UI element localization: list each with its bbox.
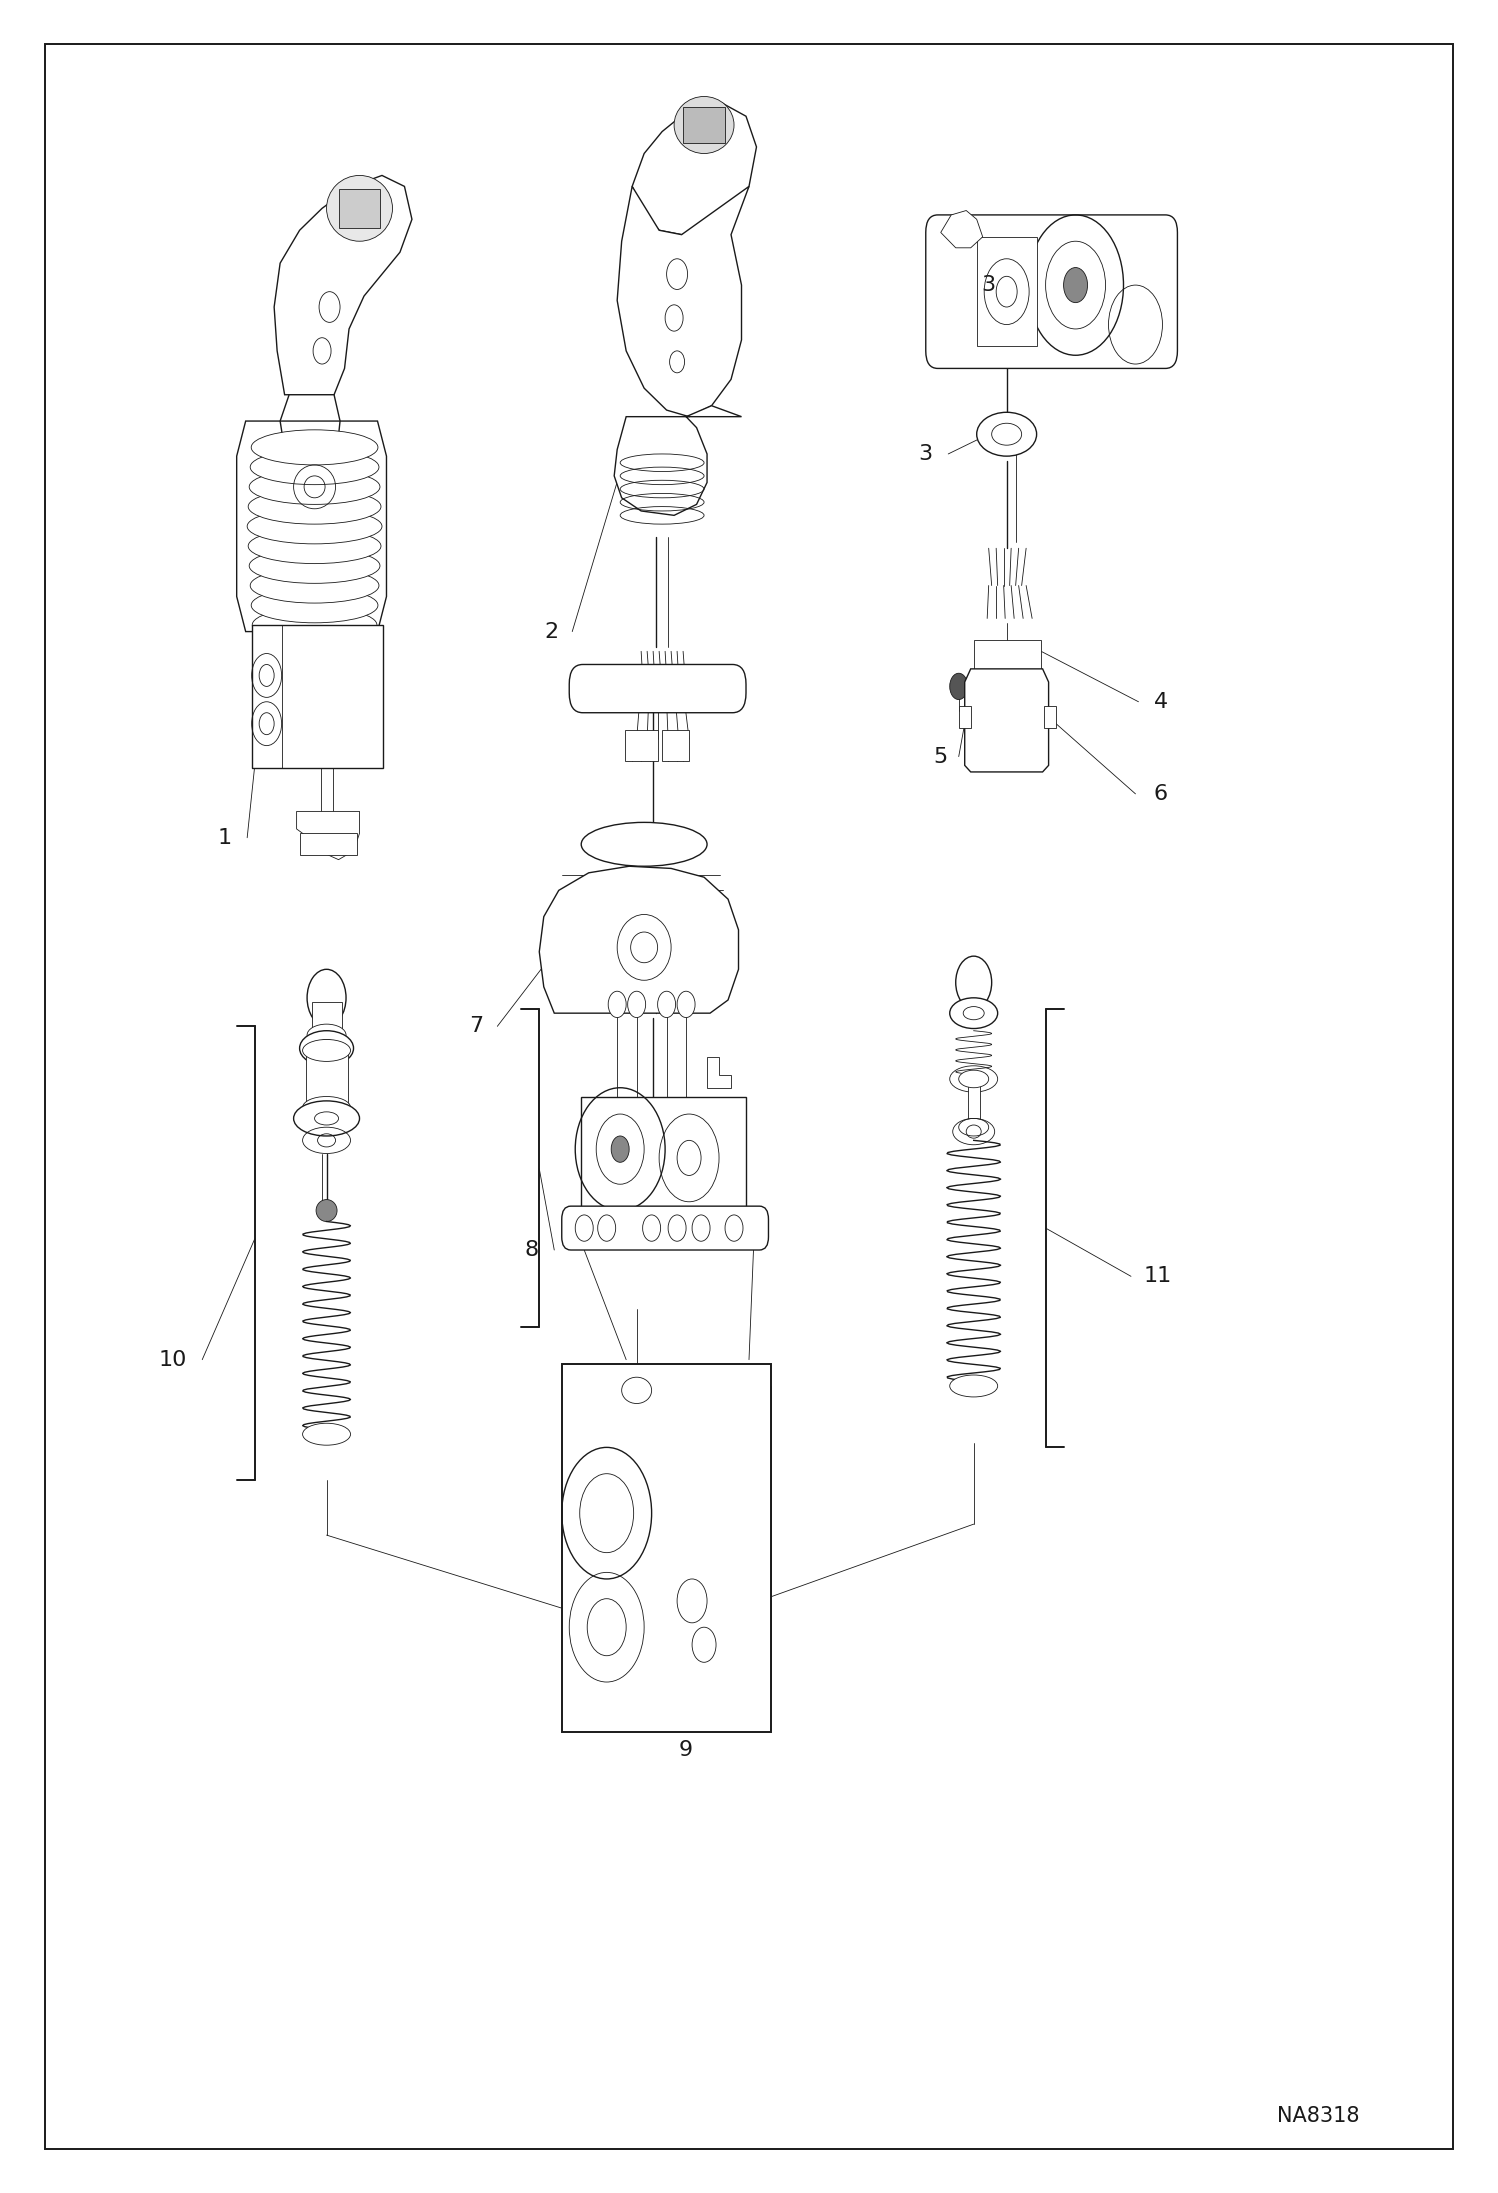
- Ellipse shape: [250, 568, 379, 603]
- Bar: [974, 640, 1041, 673]
- Bar: [562, 1364, 771, 1732]
- Ellipse shape: [327, 175, 392, 241]
- Ellipse shape: [665, 305, 683, 331]
- Ellipse shape: [303, 1423, 351, 1445]
- Bar: [312, 1002, 342, 1035]
- Ellipse shape: [252, 588, 377, 623]
- Polygon shape: [707, 1057, 731, 1088]
- Ellipse shape: [249, 529, 380, 564]
- Text: 9: 9: [679, 1739, 694, 1761]
- Bar: [581, 1096, 746, 1211]
- Text: 5: 5: [933, 746, 948, 768]
- Text: 3: 3: [918, 443, 933, 465]
- Ellipse shape: [303, 1039, 351, 1061]
- Ellipse shape: [316, 1200, 337, 1222]
- Ellipse shape: [249, 489, 380, 524]
- Polygon shape: [280, 395, 340, 461]
- Ellipse shape: [581, 822, 707, 866]
- Text: 8: 8: [524, 1239, 539, 1261]
- Bar: [252, 625, 282, 768]
- Ellipse shape: [247, 509, 382, 544]
- Ellipse shape: [950, 673, 968, 700]
- Ellipse shape: [1064, 268, 1088, 303]
- FancyBboxPatch shape: [926, 215, 1177, 368]
- Text: 3: 3: [981, 274, 996, 296]
- Ellipse shape: [959, 1118, 989, 1136]
- Polygon shape: [632, 103, 756, 235]
- Ellipse shape: [249, 469, 380, 504]
- Ellipse shape: [677, 991, 695, 1018]
- Ellipse shape: [670, 351, 685, 373]
- Bar: [959, 706, 971, 728]
- Text: 4: 4: [1153, 691, 1168, 713]
- Ellipse shape: [300, 1031, 354, 1066]
- Text: 10: 10: [159, 1349, 186, 1371]
- FancyBboxPatch shape: [562, 1206, 768, 1250]
- Ellipse shape: [956, 956, 992, 1009]
- Polygon shape: [965, 669, 1049, 772]
- Ellipse shape: [667, 259, 688, 289]
- Bar: [306, 1050, 348, 1107]
- Ellipse shape: [319, 292, 340, 322]
- Polygon shape: [539, 866, 739, 1013]
- Ellipse shape: [674, 96, 734, 154]
- Bar: [1044, 706, 1056, 728]
- Ellipse shape: [303, 1096, 351, 1118]
- Ellipse shape: [611, 1136, 629, 1162]
- Ellipse shape: [950, 998, 998, 1029]
- Ellipse shape: [977, 412, 1037, 456]
- Ellipse shape: [294, 1101, 360, 1136]
- Text: 7: 7: [469, 1015, 484, 1037]
- Ellipse shape: [617, 914, 671, 980]
- Bar: [252, 625, 383, 768]
- FancyBboxPatch shape: [569, 664, 746, 713]
- Text: 6: 6: [1153, 783, 1168, 805]
- Ellipse shape: [608, 991, 626, 1018]
- Text: 11: 11: [1144, 1265, 1171, 1287]
- Ellipse shape: [307, 1024, 346, 1046]
- Bar: [662, 730, 689, 761]
- Bar: [683, 107, 725, 143]
- Ellipse shape: [313, 338, 331, 364]
- Ellipse shape: [950, 1375, 998, 1397]
- Polygon shape: [297, 811, 360, 860]
- Bar: [625, 730, 658, 761]
- Ellipse shape: [307, 969, 346, 1026]
- Bar: [300, 833, 357, 855]
- Ellipse shape: [658, 991, 676, 1018]
- Ellipse shape: [250, 450, 379, 485]
- Ellipse shape: [252, 430, 377, 465]
- Bar: [339, 189, 380, 228]
- Ellipse shape: [252, 607, 377, 643]
- Ellipse shape: [249, 548, 380, 583]
- Ellipse shape: [959, 1070, 989, 1088]
- Bar: [977, 237, 1037, 346]
- Text: 1: 1: [217, 827, 232, 849]
- Polygon shape: [941, 211, 983, 248]
- Bar: [968, 1079, 980, 1127]
- Ellipse shape: [628, 991, 646, 1018]
- Polygon shape: [614, 406, 742, 515]
- Polygon shape: [274, 175, 412, 395]
- Polygon shape: [617, 186, 749, 417]
- Text: 2: 2: [544, 621, 559, 643]
- Text: NA8318: NA8318: [1276, 2105, 1360, 2127]
